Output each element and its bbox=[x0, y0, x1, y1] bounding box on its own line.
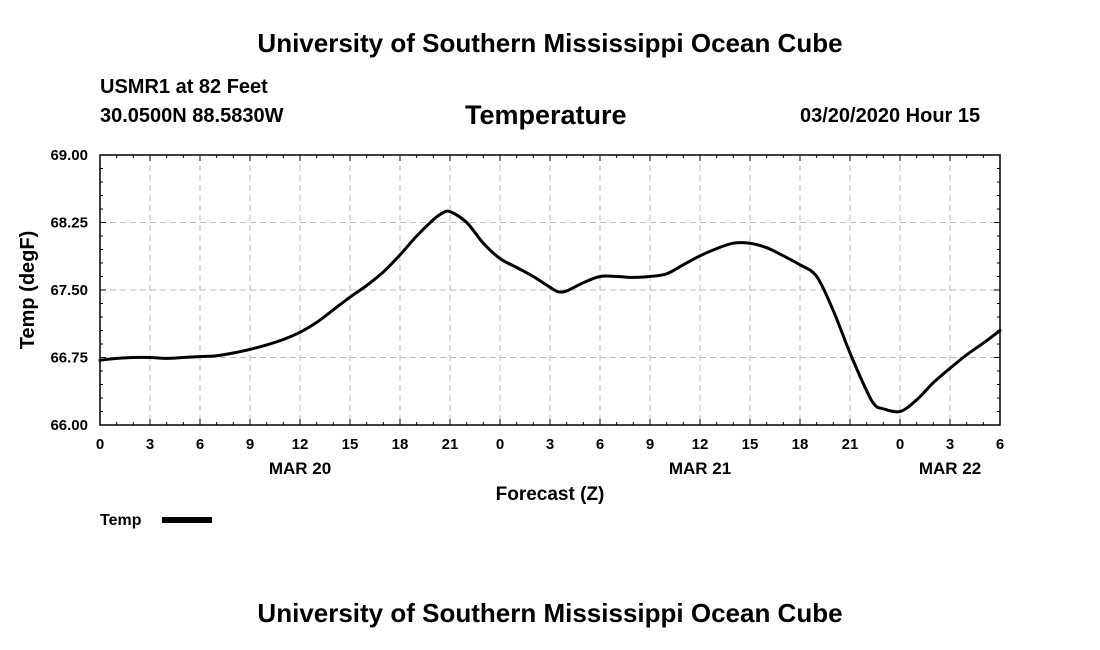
x-tick-label: 0 bbox=[896, 436, 904, 453]
x-tick-label: 21 bbox=[442, 436, 459, 453]
forecast-datetime: 03/20/2020 Hour 15 bbox=[800, 105, 981, 127]
x-tick-label: 9 bbox=[646, 436, 654, 453]
date-label: MAR 20 bbox=[269, 459, 331, 478]
x-tick-label: 0 bbox=[96, 436, 104, 453]
y-tick-label: 66.75 bbox=[50, 350, 88, 367]
plot-frame bbox=[99, 154, 1001, 426]
station-label: USMR1 at 82 Feet bbox=[100, 76, 268, 98]
temp-series-line bbox=[98, 209, 1002, 414]
x-tick-label: 6 bbox=[596, 436, 604, 453]
x-tick-label: 18 bbox=[792, 436, 809, 453]
x-tick-label: 3 bbox=[546, 436, 554, 453]
x-tick-label: 6 bbox=[196, 436, 204, 453]
x-tick-label: 3 bbox=[146, 436, 154, 453]
y-tick-label: 66.00 bbox=[50, 417, 88, 434]
x-tick-label: 0 bbox=[496, 436, 504, 453]
y-tick-label: 67.50 bbox=[50, 282, 88, 299]
y-axis-title: Temp (degF) bbox=[17, 231, 39, 350]
x-tick-label: 21 bbox=[842, 436, 859, 453]
x-tick-label: 15 bbox=[342, 436, 359, 453]
date-label: MAR 21 bbox=[669, 459, 731, 478]
date-label: MAR 22 bbox=[919, 459, 981, 478]
x-tick-label: 18 bbox=[392, 436, 409, 453]
y-tick-label: 68.25 bbox=[50, 215, 88, 232]
footer-title: University of Southern Mississippi Ocean… bbox=[257, 598, 843, 628]
x-tick-label: 3 bbox=[946, 436, 954, 453]
coordinates-label: 30.0500N 88.5830W bbox=[100, 105, 284, 127]
x-tick-label: 15 bbox=[742, 436, 759, 453]
page-title: University of Southern Mississippi Ocean… bbox=[257, 28, 843, 58]
x-tick-label: 6 bbox=[996, 436, 1004, 453]
x-axis-title: Forecast (Z) bbox=[496, 484, 605, 505]
chart-title: Temperature bbox=[465, 100, 627, 130]
x-tick-label: 12 bbox=[692, 436, 709, 453]
legend-label: Temp bbox=[100, 512, 142, 529]
x-tick-label: 9 bbox=[246, 436, 254, 453]
x-tick-label: 12 bbox=[292, 436, 309, 453]
y-tick-label: 69.00 bbox=[50, 147, 88, 164]
